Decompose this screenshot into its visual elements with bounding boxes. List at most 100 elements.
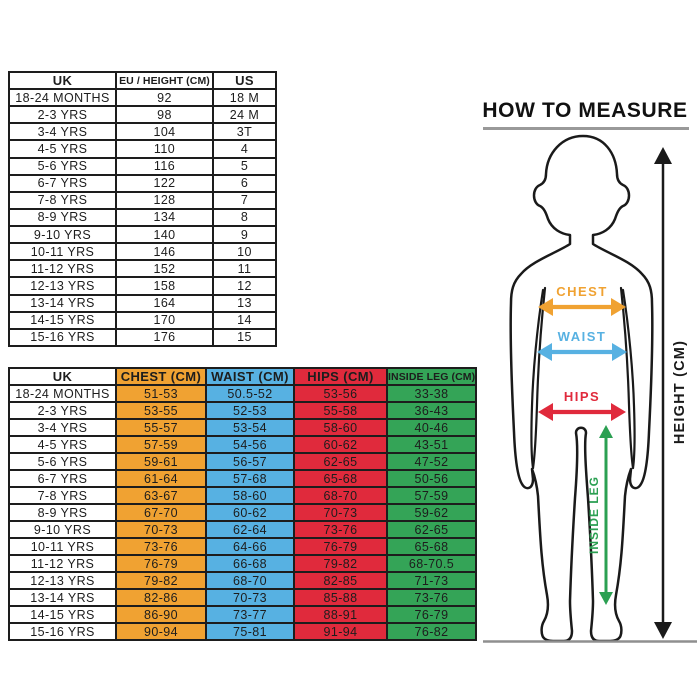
table-row: 18-24 MONTHS 92 18 M bbox=[8, 87, 277, 108]
height-arrowhead-top bbox=[654, 147, 672, 164]
table-cell: 5 bbox=[212, 156, 277, 176]
table-row: 11-12 YRS 152 11 bbox=[8, 259, 277, 279]
table-row: 13-14 YRS 82-86 70-73 85-88 73-76 bbox=[8, 588, 477, 607]
table-cell: 55-58 bbox=[293, 401, 388, 420]
table-cell: 10-11 YRS bbox=[8, 537, 117, 556]
table-cell: 60-62 bbox=[293, 435, 388, 454]
table-cell: 79-82 bbox=[293, 554, 388, 573]
table-row: 11-12 YRS 76-79 66-68 79-82 68-70.5 bbox=[8, 554, 477, 573]
table-cell: 82-85 bbox=[293, 571, 388, 590]
size-conversion-table-body: 18-24 MONTHS 92 18 M 2-3 YRS 98 24 M 3-4 YRS 10… bbox=[8, 87, 277, 348]
table-cell: 73-76 bbox=[386, 588, 477, 607]
table-cell: 3-4 YRS bbox=[8, 122, 117, 142]
table-cell: 8-9 YRS bbox=[8, 207, 117, 228]
table-cell: 73-76 bbox=[293, 520, 388, 539]
hips-arrowhead-left bbox=[538, 403, 553, 421]
table-row: 2-3 YRS 98 24 M bbox=[8, 105, 277, 125]
table-cell: 56-57 bbox=[205, 452, 295, 471]
left-torso-side-line bbox=[530, 288, 545, 470]
table-row: 6-7 YRS 122 6 bbox=[8, 173, 277, 193]
table-cell: 14 bbox=[212, 310, 277, 330]
height-label: HEIGHT (CM) bbox=[672, 340, 688, 444]
table-row: 5-6 YRS 116 5 bbox=[8, 156, 277, 176]
table-cell: 58-60 bbox=[293, 418, 388, 437]
table-cell: 90-94 bbox=[115, 622, 207, 641]
table-cell: 6 bbox=[212, 173, 277, 193]
table-cell: 70-73 bbox=[115, 520, 207, 539]
table-cell: 73-76 bbox=[115, 537, 207, 556]
header-cell: HIPS (CM) bbox=[293, 367, 388, 386]
table-row: 4-5 YRS 57-59 54-56 60-62 43-51 bbox=[8, 435, 477, 454]
table-cell: 52-53 bbox=[205, 401, 295, 420]
table-cell: 9-10 YRS bbox=[8, 520, 117, 539]
table-cell: 4-5 YRS bbox=[8, 435, 117, 454]
table-cell: 60-62 bbox=[205, 503, 295, 522]
table-cell: 7-8 YRS bbox=[8, 190, 117, 210]
table-cell: 12-13 YRS bbox=[8, 571, 117, 590]
table-cell: 11-12 YRS bbox=[8, 259, 117, 279]
table-cell: 164 bbox=[115, 293, 214, 313]
table-row: 4-5 YRS 110 4 bbox=[8, 139, 277, 159]
waist-arrowhead-left bbox=[537, 343, 552, 361]
table-cell: 14-15 YRS bbox=[8, 605, 117, 624]
table-cell: 116 bbox=[115, 156, 214, 176]
hips-label: HIPS bbox=[564, 389, 600, 404]
table-cell: 65-68 bbox=[293, 469, 388, 488]
table-cell: 176 bbox=[115, 327, 214, 348]
table-cell: 140 bbox=[115, 224, 214, 245]
table-cell: 6-7 YRS bbox=[8, 469, 117, 488]
body-measurements-table-body: 18-24 MONTHS 51-53 50.5-52 53-56 33-38 2-3 YR… bbox=[8, 384, 477, 641]
header-cell: US bbox=[212, 71, 277, 90]
table-cell: 122 bbox=[115, 173, 214, 193]
table-cell: 9 bbox=[212, 224, 277, 245]
right-arm-inner-line bbox=[619, 286, 635, 470]
table-row: 6-7 YRS 61-64 57-68 65-68 50-56 bbox=[8, 469, 477, 488]
table-row: 3-4 YRS 55-57 53-54 58-60 40-46 bbox=[8, 418, 477, 437]
table-cell: 18-24 MONTHS bbox=[8, 384, 117, 403]
table-row: 9-10 YRS 70-73 62-64 73-76 62-65 bbox=[8, 520, 477, 539]
table-cell: 10-11 YRS bbox=[8, 242, 117, 262]
table-cell: 9-10 YRS bbox=[8, 224, 117, 245]
table-cell: 68-70 bbox=[293, 486, 388, 505]
inside-leg-arrowhead-top bbox=[599, 425, 613, 438]
table-cell: 85-88 bbox=[293, 588, 388, 607]
table-cell: 92 bbox=[115, 87, 214, 108]
table-cell: 128 bbox=[115, 190, 214, 210]
table-cell: 76-79 bbox=[115, 554, 207, 573]
table-row: 15-16 YRS 176 15 bbox=[8, 327, 277, 348]
table-cell: 50-56 bbox=[386, 469, 477, 488]
header-cell: CHEST (CM) bbox=[115, 367, 207, 386]
table-cell: 79-82 bbox=[115, 571, 207, 590]
table-cell: 15 bbox=[212, 327, 277, 348]
table-cell: 13-14 YRS bbox=[8, 293, 117, 313]
table-cell: 24 M bbox=[212, 105, 277, 125]
table-cell: 73-77 bbox=[205, 605, 295, 624]
table-cell: 65-68 bbox=[386, 537, 477, 556]
table-cell: 66-68 bbox=[205, 554, 295, 573]
table-cell: 57-68 bbox=[205, 469, 295, 488]
table-row: 13-14 YRS 164 13 bbox=[8, 293, 277, 313]
header-cell: WAIST (CM) bbox=[205, 367, 295, 386]
table-cell: 13 bbox=[212, 293, 277, 313]
table-cell: 53-54 bbox=[205, 418, 295, 437]
table-cell: 3T bbox=[212, 122, 277, 142]
table-cell: 11 bbox=[212, 259, 277, 279]
table-cell: 13-14 YRS bbox=[8, 588, 117, 607]
table-cell: 12 bbox=[212, 276, 277, 296]
child-silhouette-outline bbox=[509, 134, 654, 643]
table-cell: 75-81 bbox=[205, 622, 295, 641]
table-cell: 47-52 bbox=[386, 452, 477, 471]
waist-label: WAIST bbox=[558, 329, 607, 344]
table-cell: 76-79 bbox=[386, 605, 477, 624]
table-row: 15-16 YRS 90-94 75-81 91-94 76-82 bbox=[8, 622, 477, 641]
table-cell: 62-65 bbox=[386, 520, 477, 539]
table-cell: 51-53 bbox=[115, 384, 207, 403]
header-cell: UK bbox=[8, 367, 117, 386]
table-cell: 54-56 bbox=[205, 435, 295, 454]
right-torso-side-line bbox=[621, 288, 636, 470]
table-cell: 82-86 bbox=[115, 588, 207, 607]
table-row: 12-13 YRS 158 12 bbox=[8, 276, 277, 296]
title-underline bbox=[483, 127, 689, 130]
